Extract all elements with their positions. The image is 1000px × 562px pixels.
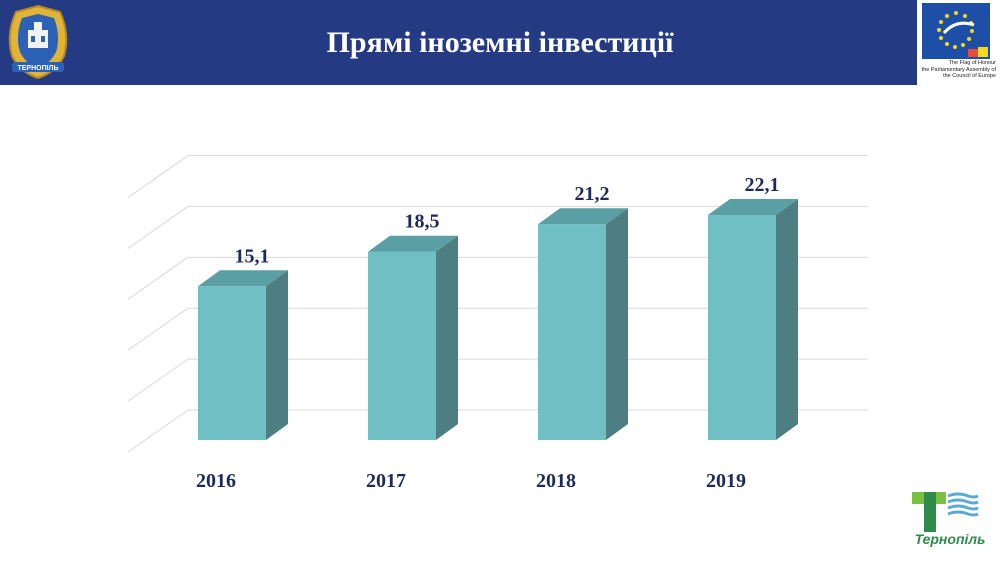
city-name: Тернопіль [914, 531, 986, 547]
category-label: 2016 [196, 470, 236, 492]
bar-side [266, 270, 288, 440]
data-label: 15,1 [235, 245, 270, 267]
coat-text: ТЕРНОПІЛЬ [17, 65, 58, 72]
ternopil-city-logo-icon [912, 492, 979, 532]
gridline-side [127, 358, 189, 402]
gridline-side [127, 206, 189, 249]
bar-side [606, 208, 628, 440]
category-label: 2018 [536, 470, 576, 492]
bar-side [436, 235, 458, 440]
gridline-side [127, 409, 189, 453]
bar-top [368, 235, 458, 252]
gridline-side [127, 256, 189, 300]
bar [708, 215, 776, 440]
chart-labels: 15,1 2016 18,5 2017 21,2 2018 22,1 2019 [196, 174, 780, 492]
bar [538, 224, 606, 440]
gridline-side [127, 155, 189, 198]
coe-caption: The Flag of Honour the Parliamentary Ass… [917, 60, 1000, 80]
data-label: 21,2 [575, 183, 610, 205]
coe-caption-line: the Parliamentary Assembly of [921, 66, 996, 73]
category-label: 2017 [366, 470, 406, 492]
category-label: 2019 [706, 470, 746, 492]
data-label: 22,1 [745, 174, 780, 196]
bar-side [776, 199, 798, 440]
page-title: Прямі іноземні інвестиції [326, 25, 674, 59]
bar [198, 286, 266, 440]
coe-caption-line: The Flag of Honour [948, 60, 996, 66]
bar-top [198, 270, 288, 287]
data-label: 18,5 [405, 211, 440, 233]
bar-top [708, 199, 798, 216]
chart-bars [198, 199, 798, 440]
bar-top [538, 208, 628, 225]
coe-badge: The Flag of Honour the Parliamentary Ass… [917, 0, 1000, 85]
bar [368, 251, 436, 440]
gridline-side [127, 307, 189, 351]
council-of-europe-flag-icon [922, 3, 990, 59]
coe-caption-line: the Council of Europe [943, 73, 996, 79]
header-bar [0, 0, 1000, 85]
coat-of-arms-icon: ТЕРНОПІЛЬ [8, 4, 68, 80]
